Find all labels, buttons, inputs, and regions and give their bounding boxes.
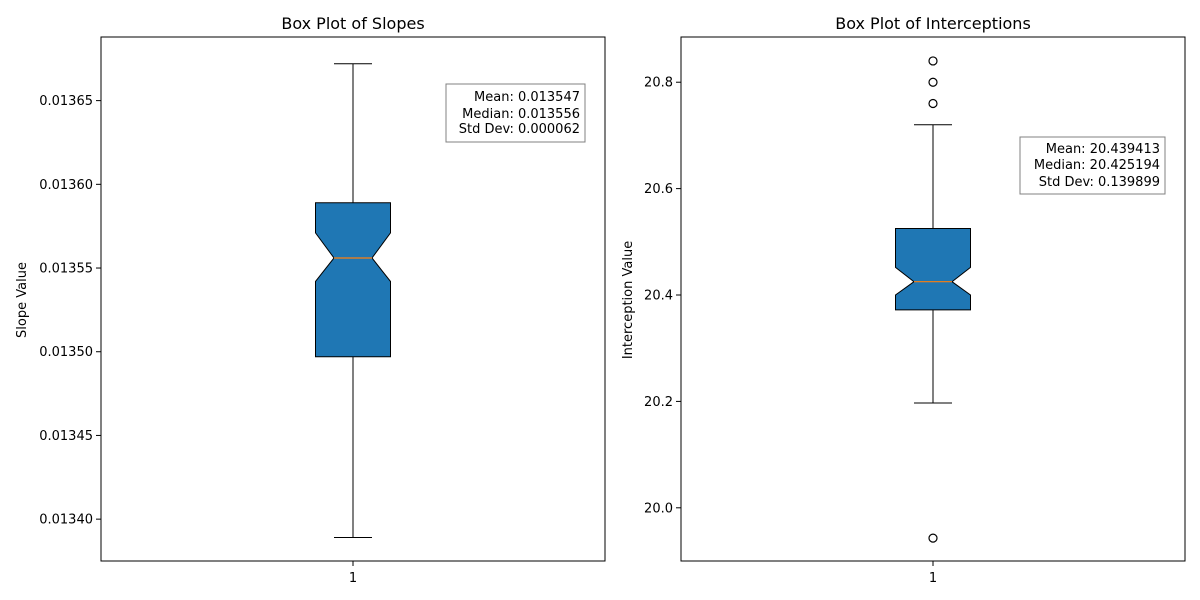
slopes-stat-median: Median: 0.013556 [462,107,580,122]
slopes-panel: Box Plot of Slopes Slope Value 0.013400.… [15,14,606,586]
interceptions-panel: Box Plot of Interceptions Interception V… [621,14,1186,586]
slopes-y-axis-label: Slope Value [15,262,30,338]
interceptions-stats-frame [1019,136,1166,195]
slopes-stats-frame [445,83,586,143]
slopes-stat-std: Std Dev: 0.000062 [459,122,580,137]
interceptions-outlier-point [928,56,938,66]
interceptions-y-tick-label: 20.6 [644,182,673,197]
slopes-box-group [315,63,391,539]
interceptions-x-tick-label: 1 [929,571,937,586]
interceptions-outlier-point [928,98,938,109]
slopes-stats-box: Mean: 0.013547 Median: 0.013556 Std Dev:… [445,83,586,143]
interceptions-y-axis-label: Interception Value [621,241,636,359]
slopes-y-tick-label: 0.01340 [39,513,93,528]
slopes-y-tick-label: 0.01350 [39,345,93,360]
slopes-y-ticks: 0.01340 0.01345 0.01350 0.01355 0.01360 0.013… [39,94,101,528]
interceptions-box-group [895,56,971,543]
slopes-y-tick-label: 0.01365 [39,94,93,109]
interceptions-stat-median: Median: 20.425194 [1034,158,1160,173]
slopes-y-tick-label: 0.01360 [39,178,93,193]
interceptions-stat-mean: Mean: 20.439413 [1046,142,1160,157]
slopes-notched-box [315,202,391,358]
slopes-y-tick-label: 0.01345 [39,429,93,444]
interceptions-y-ticks: 20.0 20.2 20.4 20.6 20.8 [644,76,681,516]
interceptions-y-tick-label: 20.8 [644,76,673,91]
interceptions-y-tick-label: 20.4 [644,289,673,304]
interceptions-chart-title: Box Plot of Interceptions [835,14,1031,33]
slopes-x-tick-label: 1 [349,571,357,586]
interceptions-outlier-point [928,77,938,87]
interceptions-outlier-point [928,533,938,543]
slopes-chart-title: Box Plot of Slopes [281,14,424,33]
interceptions-y-tick-label: 20.0 [644,501,673,516]
interceptions-y-tick-label: 20.2 [644,395,673,410]
slopes-stat-mean: Mean: 0.013547 [474,90,580,105]
slopes-y-tick-label: 0.01355 [39,262,93,277]
interceptions-stats-box: Mean: 20.439413 Median: 20.425194 Std De… [1019,136,1166,195]
interceptions-notched-box [895,228,971,311]
interceptions-stat-std: Std Dev: 0.139899 [1039,175,1160,190]
